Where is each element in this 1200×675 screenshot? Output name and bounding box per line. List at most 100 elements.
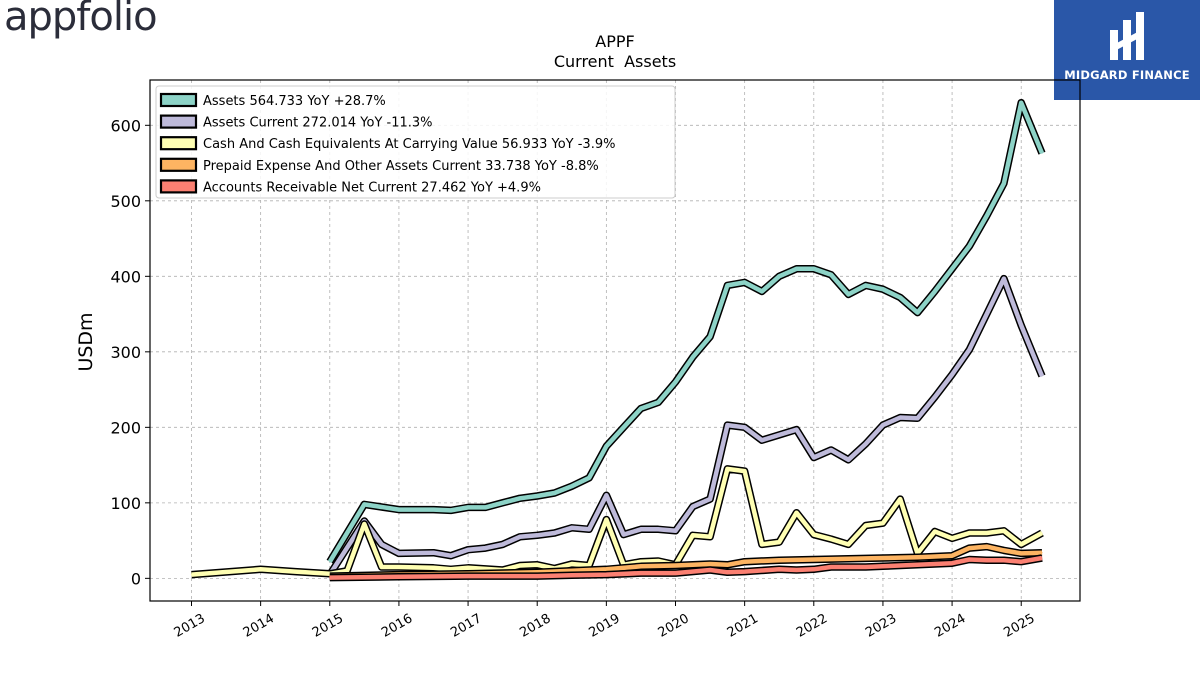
data-point xyxy=(1003,278,1005,280)
data-point xyxy=(865,284,867,286)
series-line xyxy=(327,276,1045,576)
data-point xyxy=(813,568,815,570)
data-point xyxy=(761,543,763,546)
data-point xyxy=(432,509,435,511)
data-point xyxy=(744,571,746,573)
data-point xyxy=(190,574,193,576)
data-point xyxy=(260,568,262,570)
data-point xyxy=(571,570,573,572)
data-point xyxy=(813,558,815,561)
data-point xyxy=(830,274,832,276)
data-point xyxy=(329,577,331,579)
data-point xyxy=(588,477,590,479)
data-point xyxy=(726,284,729,286)
data-point xyxy=(657,560,659,562)
data-point xyxy=(346,570,348,572)
x-tick-label: 2021 xyxy=(725,611,761,641)
data-point xyxy=(1003,559,1005,561)
legend-label: Accounts Receivable Net Current 27.462 Y… xyxy=(203,180,541,195)
data-point xyxy=(536,575,538,577)
data-point xyxy=(986,215,988,217)
data-point xyxy=(519,497,521,499)
data-point xyxy=(968,547,971,549)
data-point xyxy=(605,574,608,576)
x-tick-label: 2020 xyxy=(656,611,692,641)
y-tick-label: 0 xyxy=(131,569,141,588)
x-tick-label: 2015 xyxy=(310,611,346,641)
data-point xyxy=(744,561,746,563)
data-point xyxy=(778,568,780,570)
data-point xyxy=(847,293,850,295)
data-point xyxy=(882,557,884,559)
data-point xyxy=(640,565,642,567)
data-point xyxy=(640,528,642,530)
x-tick-label: 2019 xyxy=(587,611,623,641)
data-point xyxy=(329,561,331,563)
data-point xyxy=(744,426,746,428)
data-point xyxy=(899,416,901,419)
data-point xyxy=(640,572,642,574)
legend-swatch xyxy=(159,114,198,129)
data-point xyxy=(709,536,711,538)
data-point xyxy=(1041,532,1043,534)
data-point xyxy=(605,494,608,496)
y-tick-label: 400 xyxy=(110,267,141,286)
data-point xyxy=(381,566,383,568)
data-point xyxy=(726,564,729,566)
data-point xyxy=(813,534,815,536)
data-point xyxy=(916,564,919,566)
data-point xyxy=(294,571,296,573)
data-point xyxy=(795,569,798,571)
data-point xyxy=(571,574,573,576)
legend-label: Assets Current 272.014 YoY -11.3% xyxy=(203,116,433,131)
data-point xyxy=(847,558,850,560)
data-point xyxy=(692,506,694,508)
data-point xyxy=(986,546,988,548)
watermark-badge: MIDGARD FINANCE xyxy=(1054,0,1200,100)
data-point xyxy=(778,275,780,277)
data-point xyxy=(778,541,780,543)
data-point xyxy=(1041,375,1043,377)
data-point xyxy=(623,426,625,428)
data-point xyxy=(432,552,435,554)
watermark-text: MIDGARD FINANCE xyxy=(1064,68,1190,82)
data-point xyxy=(623,534,625,536)
data-point xyxy=(398,552,400,555)
data-point xyxy=(847,459,850,461)
x-tick-label: 2024 xyxy=(932,611,968,641)
legend-swatch xyxy=(159,179,198,194)
data-point xyxy=(830,566,832,568)
data-point xyxy=(1041,152,1043,154)
data-point xyxy=(571,563,573,565)
y-tick-label: 100 xyxy=(110,494,141,513)
legend-label: Cash And Cash Equivalents At Carrying Va… xyxy=(203,137,615,152)
data-point xyxy=(674,564,677,567)
data-point xyxy=(536,534,538,536)
data-point xyxy=(986,559,988,561)
data-point xyxy=(450,568,452,570)
brand-logo: appfolio xyxy=(4,0,158,40)
data-point xyxy=(744,470,746,472)
data-point xyxy=(934,290,936,292)
data-point xyxy=(968,245,971,247)
legend-label: Prepaid Expense And Other Assets Current… xyxy=(203,159,599,174)
data-point xyxy=(674,572,677,574)
data-point xyxy=(432,567,435,569)
chart-title: APPF xyxy=(595,32,634,51)
data-point xyxy=(398,576,400,578)
data-point xyxy=(381,543,383,546)
data-point xyxy=(692,356,694,358)
data-point xyxy=(467,506,469,508)
x-tick-label: 2016 xyxy=(379,611,415,641)
data-point xyxy=(1020,102,1022,104)
data-point xyxy=(882,424,884,426)
legend-label: Assets 564.733 YoY +28.7% xyxy=(203,94,386,109)
data-point xyxy=(882,288,884,290)
x-tick-label: 2014 xyxy=(241,611,277,641)
data-point xyxy=(761,439,763,441)
data-point xyxy=(865,524,867,527)
data-point xyxy=(968,558,971,561)
data-point xyxy=(726,571,729,573)
data-point xyxy=(865,443,867,445)
